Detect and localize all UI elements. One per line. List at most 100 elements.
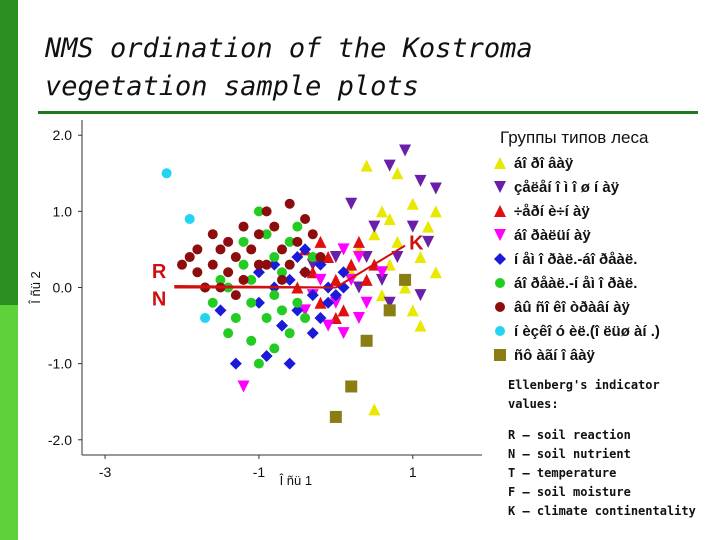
data-point [238,259,249,270]
left-accent-bar-light [0,305,18,540]
data-point [383,296,396,309]
data-point [391,251,404,264]
data-point [284,328,295,339]
data-point [376,273,388,286]
data-point [306,289,319,302]
data-point [252,266,265,279]
data-point [399,144,412,157]
data-point [238,236,249,247]
data-point [177,259,187,270]
data-point [284,259,295,270]
data-point [383,159,396,172]
legend-label: áî ðåàë.-í åì î ðàë. [514,274,638,292]
data-point [269,290,280,301]
legend-marker-icon [494,157,506,169]
legend-marker-icon [495,326,505,336]
data-point [277,274,287,285]
data-point [238,274,249,285]
data-point [376,266,388,279]
legend-marker-shape [494,229,506,241]
legend-marker-shape [495,302,505,312]
data-point [223,236,234,247]
data-point [253,358,264,369]
data-point [184,213,195,224]
data-point [329,273,342,286]
data-point [269,221,280,232]
data-point [300,312,311,323]
data-point [307,252,318,263]
data-point [237,380,250,393]
data-point [345,380,358,393]
data-point [314,258,327,271]
data-point [292,236,303,247]
data-point [200,312,211,323]
legend-marker-shape [494,205,506,217]
data-point [429,266,442,279]
legend-label: í èçêî ó èë.(î ëüø àí .) [514,322,660,340]
data-point [337,243,350,256]
data-point [307,229,318,240]
data-point [306,327,319,340]
data-point [253,259,264,270]
notes-header-line: values: [508,397,559,411]
legend-title: Группы типов леса [500,128,649,147]
data-point [352,235,365,248]
y-tick-label: -1.0 [48,356,72,372]
data-point [391,235,404,248]
data-point [246,335,257,346]
data-point [292,221,303,232]
data-point [215,244,226,255]
y-tick-label: 1.0 [53,203,73,219]
data-point [229,357,242,370]
series-group [306,144,442,309]
data-point [207,259,218,270]
data-point [261,229,272,240]
slide-title: NMS ordination of the Kostroma vegetatio… [45,33,533,102]
data-point [406,220,419,233]
data-point [368,228,381,241]
legend-label: çåëåí î ì î ø í àÿ [514,178,620,196]
data-point [429,205,442,218]
data-point [414,289,427,302]
data-point [322,251,335,264]
data-point [261,259,272,270]
data-point [368,403,381,416]
data-point [214,304,227,317]
data-point [406,197,419,210]
legend-item: áî ðåàë.-í åì î ðàë. [490,272,637,294]
notes-indicator-line: R – soil reaction [508,428,631,442]
data-point [306,258,319,271]
data-point [345,258,358,271]
data-point [376,205,388,218]
x-tick-label: 1 [409,464,417,480]
data-point [315,252,326,263]
notes-indicator-line: T – temperature [508,466,617,480]
env-vector-label: N [152,289,166,311]
y-tick-label: -2.0 [48,432,72,448]
legend-label: í åì î ðàë.-áî ðåàë. [514,250,638,268]
data-point [283,273,296,286]
data-point [352,311,365,324]
data-point [429,182,442,195]
legend-item: âû ñî êî òðàâí àÿ [490,296,630,318]
data-point [360,251,373,264]
data-point [238,221,249,232]
data-point [284,198,295,209]
data-point [261,312,272,323]
data-point [253,206,264,217]
data-point [360,296,373,309]
legend-marker-icon [494,205,506,217]
series-group [214,243,350,370]
legend-item: áî ðàëüí àÿ [490,224,591,246]
data-point [314,311,327,324]
legend-label: áî ðî âàÿ [514,154,574,172]
data-point [230,312,241,323]
data-point [329,296,342,309]
x-tick-label: -3 [99,464,112,480]
data-point [345,197,358,210]
data-point [291,304,304,317]
data-point [215,274,226,285]
x-tick-label: -1 [253,464,266,480]
data-point [223,267,234,278]
